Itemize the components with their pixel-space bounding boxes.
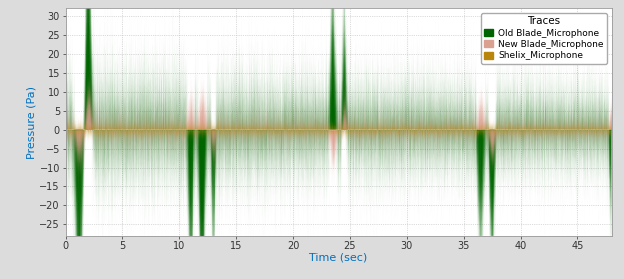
X-axis label: Time (sec): Time (sec) — [310, 253, 368, 263]
Y-axis label: Pressure (Pa): Pressure (Pa) — [27, 86, 37, 158]
Legend: Old Blade_Microphone, New Blade_Microphone, Shelix_Microphone: Old Blade_Microphone, New Blade_Micropho… — [480, 13, 607, 64]
